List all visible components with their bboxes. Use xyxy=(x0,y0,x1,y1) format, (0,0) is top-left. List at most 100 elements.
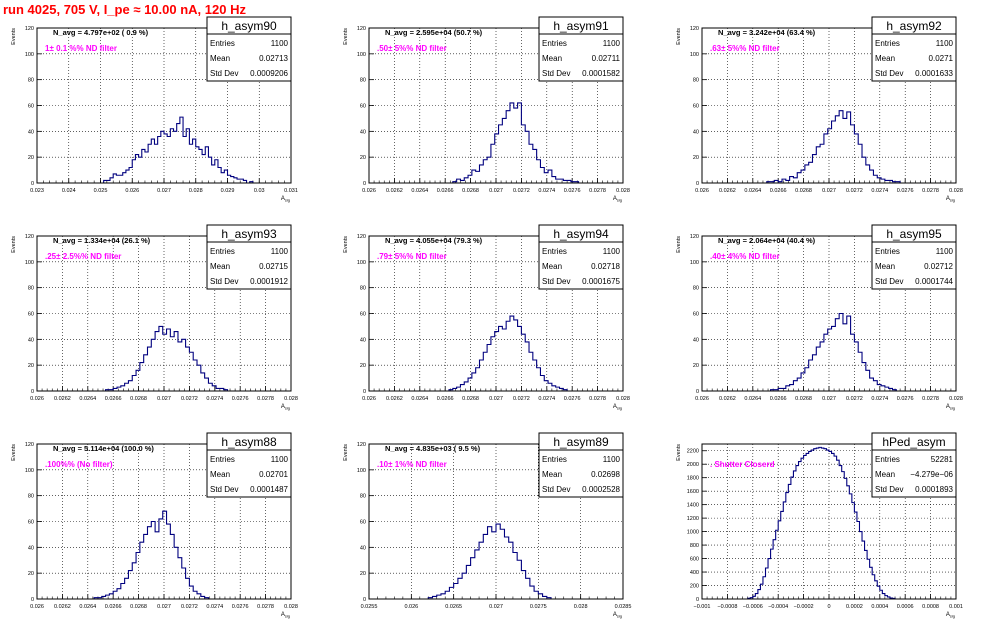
stats-value: 1100 xyxy=(271,455,289,464)
stats-label: Std Dev xyxy=(542,485,570,494)
y-tick-label: 0 xyxy=(696,597,699,603)
stats-label: Mean xyxy=(875,262,895,271)
y-axis-label: Events xyxy=(676,28,682,45)
histogram-panel-hPed_asym: −0.001 −0.0008 −0.0006 −0.0004 −0.0002 0 0.000… xyxy=(676,432,963,619)
y-tick-label: 60 xyxy=(360,520,366,526)
y-tick-label: 0 xyxy=(363,181,366,187)
stats-label: Std Dev xyxy=(542,277,570,286)
x-tick-label: 0.0266 xyxy=(437,188,454,194)
x-tick-label: 0.03 xyxy=(254,188,265,194)
histogram-name: h_asym93 xyxy=(221,227,277,241)
x-tick-label: 0.0262 xyxy=(54,396,71,402)
stats-box-h_asym93: h_asym93 Entries 1100 Mean 0.02715 Std Dev 0.0… xyxy=(206,224,292,290)
x-tick-label: 0.0262 xyxy=(54,604,71,610)
plot-frame xyxy=(36,27,292,184)
y-tick-label: 0 xyxy=(363,389,366,395)
histogram-panel-h_asym88: 0.026 0.0262 0.0264 0.0266 0.0268 0.027 0.0272… xyxy=(11,432,298,619)
y-tick-label: 20 xyxy=(360,155,366,161)
y-tick-label: 1400 xyxy=(687,503,699,509)
x-axis-label: Asig xyxy=(613,612,622,619)
x-tick-label: −0.0002 xyxy=(794,604,814,610)
stats-value: 0.0001487 xyxy=(250,485,288,494)
y-tick-label: 20 xyxy=(693,363,699,369)
stats-label: Entries xyxy=(542,455,567,464)
y-tick-label: 100 xyxy=(25,468,34,474)
stats-label: Mean xyxy=(542,262,562,271)
histogram-name: h_asym91 xyxy=(553,19,609,33)
x-tick-label: 0.0266 xyxy=(105,396,122,402)
stats-box-h_asym88: h_asym88 Entries 1100 Mean 0.02701 Std Dev 0.0… xyxy=(206,432,292,498)
x-tick-label: 0.026 xyxy=(404,604,418,610)
y-tick-label: 20 xyxy=(360,363,366,369)
y-tick-label: 80 xyxy=(693,78,699,84)
stats-value: 0.02712 xyxy=(924,262,953,271)
stats-box-frame xyxy=(538,432,624,498)
x-tick-label: 0.0255 xyxy=(361,604,378,610)
x-tick-label: 0.026 xyxy=(125,188,139,194)
stats-value: 1100 xyxy=(603,39,621,48)
x-tick-label: 0.028 xyxy=(616,396,630,402)
plot-frame xyxy=(368,443,624,600)
x-tick-label: 0.024 xyxy=(62,188,76,194)
x-tick-label: 0.026 xyxy=(30,396,44,402)
x-tick-label: 0.028 xyxy=(574,604,588,610)
y-tick-label: 40 xyxy=(693,129,699,135)
y-tick-label: 0 xyxy=(31,597,34,603)
y-axis-label: Events xyxy=(11,28,17,45)
x-tick-label: 0.0268 xyxy=(462,188,479,194)
y-tick-label: 80 xyxy=(28,494,34,500)
plot-frame xyxy=(701,443,957,600)
x-tick-label: −0.0006 xyxy=(743,604,763,610)
x-tick-label: 0.0264 xyxy=(744,188,761,194)
x-axis-label: Asig xyxy=(613,404,622,411)
stats-value: 0.02701 xyxy=(259,470,288,479)
histogram-bars xyxy=(747,446,896,600)
x-tick-label: −0.001 xyxy=(694,604,711,610)
stats-value: 1100 xyxy=(603,247,621,256)
navg-label: N_avg = 4.055e+04 (79.3 %) xyxy=(385,236,483,245)
filter-annotation: 1± 0.1 %% ND filter xyxy=(45,44,117,53)
y-axis-label: Events xyxy=(343,444,349,461)
x-tick-label: 0.026 xyxy=(695,396,709,402)
stats-label: Entries xyxy=(210,39,235,48)
stats-label: Std Dev xyxy=(875,277,903,286)
histogram-name: h_asym95 xyxy=(886,227,942,241)
x-tick-label: 0.0278 xyxy=(257,396,274,402)
x-tick-label: 0.0262 xyxy=(719,396,736,402)
x-tick-label: 0.0262 xyxy=(386,396,403,402)
x-tick-label: 0.0272 xyxy=(513,188,530,194)
y-tick-label: 100 xyxy=(357,52,366,58)
x-tick-label: 0.0278 xyxy=(922,396,939,402)
y-tick-label: 120 xyxy=(690,26,699,32)
y-tick-label: 0 xyxy=(696,181,699,187)
x-tick-label: 0.0272 xyxy=(181,396,198,402)
x-tick-label: 0.0278 xyxy=(589,396,606,402)
y-tick-label: 120 xyxy=(690,234,699,240)
stats-value: 1100 xyxy=(936,39,954,48)
histogram-bars xyxy=(770,312,897,391)
x-tick-label: 0.0276 xyxy=(232,604,249,610)
stats-label: Mean xyxy=(210,54,230,63)
histogram-name: h_asym88 xyxy=(221,435,277,449)
filter-annotation: . Shutter Closerd xyxy=(710,460,775,469)
plot-frame xyxy=(701,27,957,184)
navg-label: N_avg = 4.835e+03 ( 9.5 %) xyxy=(385,444,481,453)
y-tick-label: 0 xyxy=(363,597,366,603)
x-tick-label: 0.0274 xyxy=(538,396,555,402)
y-tick-label: 40 xyxy=(360,129,366,135)
x-tick-label: 0.026 xyxy=(695,188,709,194)
x-tick-label: 0.0275 xyxy=(530,604,547,610)
y-tick-label: 120 xyxy=(357,234,366,240)
stats-value: 0.0009206 xyxy=(250,69,288,78)
y-tick-label: 80 xyxy=(360,286,366,292)
y-tick-label: 100 xyxy=(690,260,699,266)
x-tick-label: 0 xyxy=(827,604,830,610)
y-tick-label: 1600 xyxy=(687,489,699,495)
x-tick-label: 0.026 xyxy=(362,396,376,402)
histogram-panel-h_asym95: 0.026 0.0262 0.0264 0.0266 0.0268 0.027 0.0272… xyxy=(676,224,963,411)
stats-value: 0.02713 xyxy=(259,54,288,63)
x-axis-label: Asig xyxy=(281,196,290,203)
x-tick-label: 0.0268 xyxy=(130,604,147,610)
stats-value: −4.279e−06 xyxy=(910,470,953,479)
x-tick-label: 0.0274 xyxy=(871,396,888,402)
